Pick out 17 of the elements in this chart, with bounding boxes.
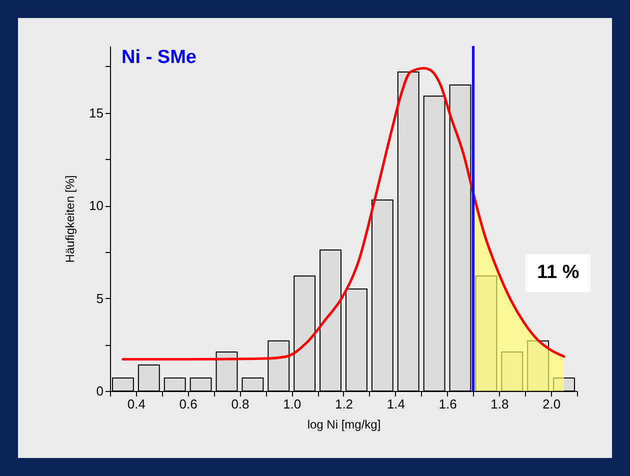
- x-tick-label: 1.0: [283, 396, 302, 412]
- x-axis-title: log Ni [mg/kg]: [307, 418, 381, 432]
- x-tick-label: 1.2: [334, 396, 354, 412]
- x-tick-label: 1.4: [386, 396, 405, 412]
- x-tick-label: 0.6: [179, 396, 198, 412]
- y-tick-label: 5: [96, 290, 104, 306]
- x-tick-label: 0.8: [231, 396, 250, 412]
- annotation: 11 %: [525, 254, 592, 292]
- y-tick-label: 0: [96, 384, 104, 398]
- chart-title: Ni - SMe: [122, 46, 196, 68]
- x-tick-label: 1.8: [490, 396, 509, 412]
- y-tick-label: 15: [89, 105, 104, 120]
- x-tick-label: 2.0: [542, 396, 561, 412]
- y-axis-title: Häufigkeiten [%]: [63, 175, 78, 263]
- x-tick-label: 1.6: [438, 396, 457, 412]
- y-tick-label: 10: [89, 198, 104, 214]
- x-tick-label: 0.4: [127, 396, 146, 412]
